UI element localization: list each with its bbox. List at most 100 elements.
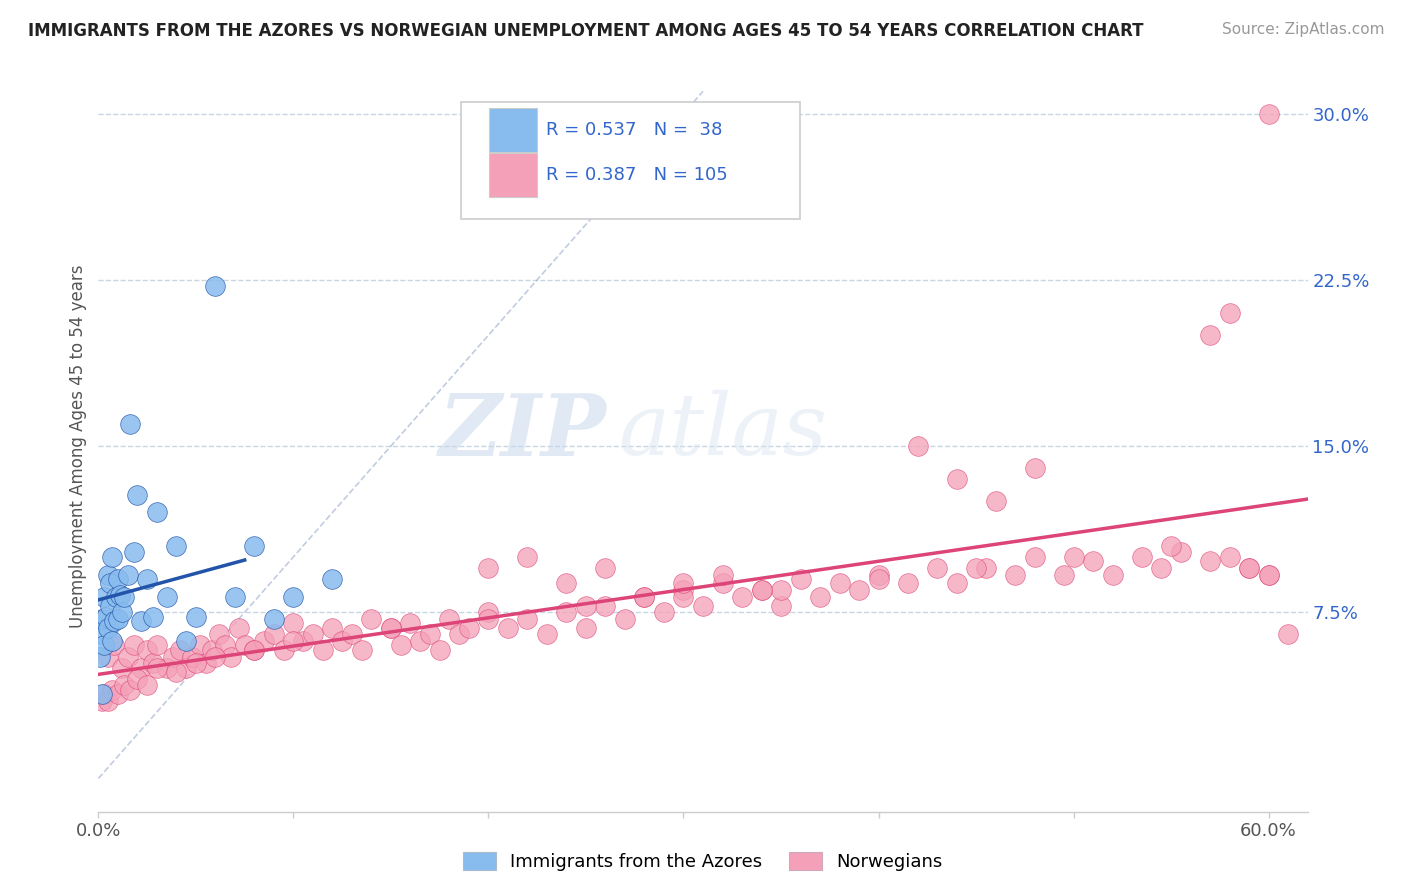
Point (93, 639, 115, 653)
Point (769, 583, 792, 598)
Point (350, 643, 373, 657)
Point (897, 576, 920, 591)
Point (136, 572, 159, 586)
Point (91, 694, 114, 708)
Point (828, 576, 851, 591)
Point (1170, 545, 1192, 559)
Point (91, 627, 114, 641)
Point (868, 567, 890, 582)
Point (122, 639, 145, 653)
Point (146, 639, 169, 653)
Point (93, 687, 115, 701)
Point (117, 649, 139, 664)
Text: ZIP: ZIP (439, 390, 606, 473)
Text: Source: ZipAtlas.com: Source: ZipAtlas.com (1222, 22, 1385, 37)
Point (399, 616, 422, 631)
Point (112, 678, 135, 692)
Point (243, 539, 266, 553)
Point (692, 599, 714, 613)
Point (111, 605, 134, 619)
FancyBboxPatch shape (489, 153, 537, 197)
Point (1257, 106, 1279, 120)
Point (98, 576, 121, 591)
Point (789, 572, 811, 586)
Point (496, 621, 519, 635)
Point (302, 627, 325, 641)
Point (219, 649, 242, 664)
Point (136, 643, 159, 657)
Point (1237, 561, 1260, 575)
Point (595, 561, 617, 575)
Point (1053, 567, 1076, 582)
Point (243, 643, 266, 657)
Point (672, 576, 695, 591)
Point (253, 634, 276, 648)
Point (165, 539, 187, 553)
Point (263, 627, 285, 641)
Point (389, 639, 412, 653)
Point (477, 605, 499, 619)
Point (536, 627, 558, 641)
Point (974, 561, 997, 575)
Point (516, 612, 538, 626)
Point (283, 590, 305, 604)
Text: R = 0.387   N = 105: R = 0.387 N = 105 (546, 166, 727, 185)
Point (93, 590, 115, 604)
Point (848, 583, 870, 598)
Point (136, 678, 159, 692)
Point (751, 583, 773, 598)
Point (169, 643, 191, 657)
Point (360, 612, 382, 626)
Point (174, 634, 197, 648)
Point (1063, 549, 1085, 564)
Point (156, 660, 179, 674)
Point (118, 417, 141, 431)
Point (925, 561, 948, 575)
Point (1277, 627, 1299, 641)
Point (104, 590, 127, 604)
Point (131, 660, 153, 674)
Point (769, 599, 792, 613)
Point (449, 627, 471, 641)
Point (672, 583, 695, 598)
Point (273, 643, 295, 657)
Point (243, 643, 266, 657)
Point (945, 472, 967, 486)
Point (233, 639, 256, 653)
Point (330, 634, 353, 648)
Text: IMMIGRANTS FROM THE AZORES VS NORWEGIAN UNEMPLOYMENT AMONG AGES 45 TO 54 YEARS C: IMMIGRANTS FROM THE AZORES VS NORWEGIAN … (28, 22, 1143, 40)
Point (1081, 554, 1104, 568)
Point (1257, 567, 1279, 582)
Point (97, 567, 120, 582)
Point (312, 643, 335, 657)
Point (97, 649, 120, 664)
Point (108, 587, 131, 601)
Point (1237, 561, 1260, 575)
Point (965, 561, 987, 575)
Point (1130, 549, 1153, 564)
Point (477, 612, 499, 626)
Point (107, 612, 129, 626)
Point (429, 643, 451, 657)
Point (458, 621, 481, 635)
Point (122, 545, 145, 559)
Point (1219, 549, 1241, 564)
Legend: Immigrants from the Azores, Norwegians: Immigrants from the Azores, Norwegians (456, 845, 950, 879)
Point (1219, 306, 1241, 320)
Point (575, 621, 598, 635)
Point (1257, 567, 1279, 582)
Point (165, 665, 187, 679)
Point (89, 649, 111, 664)
Point (292, 634, 315, 648)
Point (907, 439, 929, 453)
Point (142, 657, 165, 671)
Point (380, 621, 402, 635)
Point (127, 672, 149, 686)
Point (96, 609, 118, 624)
Point (1024, 461, 1046, 475)
Point (439, 612, 461, 626)
Point (1004, 567, 1026, 582)
Point (808, 590, 831, 604)
Point (321, 621, 343, 635)
Point (614, 612, 637, 626)
